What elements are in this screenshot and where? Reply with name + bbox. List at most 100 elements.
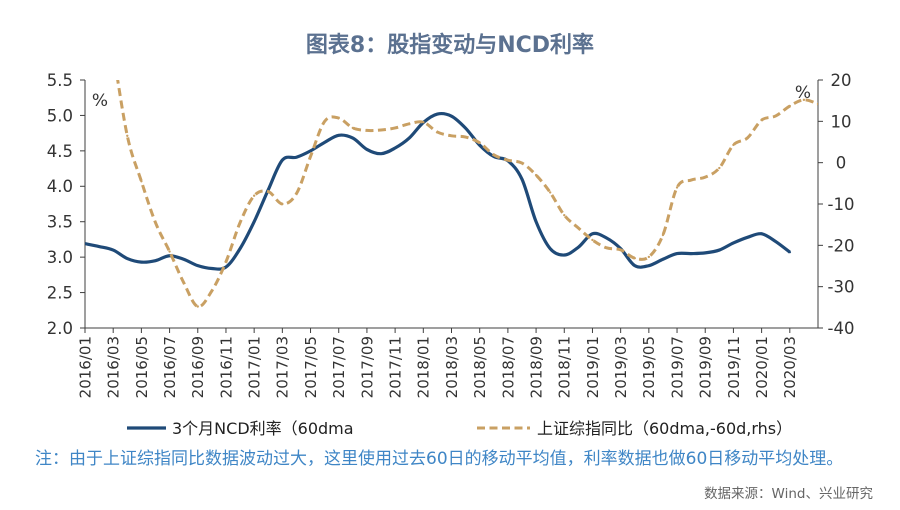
sse-index-yoy-point [168,250,171,253]
sse-index-yoy-point [393,126,397,130]
sse-index-yoy-point [661,233,665,237]
sse-index-yoy-point [196,305,199,308]
ncd-rate-point [760,232,763,235]
x-axis-tick-label: 2019/09 [697,336,715,398]
ncd-rate-point [478,143,481,147]
sse-index-yoy-point [520,161,524,165]
ncd-rate-point [252,220,256,223]
left-axis-unit: % [92,91,108,111]
sse-index-yoy-point [675,186,679,189]
sse-index-yoy-point [534,173,538,177]
sse-index-yoy-point [238,221,242,224]
sse-index-yoy-point [379,128,383,132]
ncd-rate-point [224,265,228,269]
ncd-rate-point [393,146,397,150]
sse-index-yoy-point [154,221,157,224]
x-axis-tick-label: 2018/11 [556,336,574,398]
x-axis-tick-label: 2017/01 [246,336,264,398]
right-axis: -40 -30 -20 -10 0 10 20 [817,71,855,338]
right-axis-tick-label: -20 [828,236,855,255]
ncd-rate-point [295,156,298,159]
legend-item-ncd-rate: 3个月NCD利率（60dma [127,419,354,438]
sse-index-yoy-point [774,114,777,118]
x-axis-tick-label: 2016/11 [217,336,235,398]
chart-title: 图表8：股指变动与NCD利率 [306,32,594,58]
sse-index-yoy-point [633,256,636,260]
x-axis-tick-label: 2019/01 [584,336,602,398]
ncd-rate-point [718,248,721,252]
ncd-rate-point [238,247,242,250]
ncd-rate-point [85,242,87,245]
sse-index-yoy-point [267,190,270,193]
left-axis: 2.0 2.5 3.0 3.5 4.0 4.5 5.0 5.5 [47,71,86,338]
sse-index-yoy-point [126,134,129,137]
sse-index-yoy-point [816,102,818,106]
sse-index-yoy-point [704,175,707,179]
sse-index-yoy-point [422,120,425,124]
x-axis-tick-label: 2018/01 [415,336,433,398]
ncd-rate-point [563,253,566,257]
ncd-rate-point [379,152,383,155]
ncd-rate-point [520,178,524,181]
ncd-rate-point [111,248,115,252]
sse-index-yoy-point [548,191,552,194]
ncd-rate-point [450,114,453,118]
x-axis-tick-label: 2016/03 [105,336,123,398]
x-axis-tick-label: 2016/07 [161,336,179,398]
sse-index-yoy-point [252,194,256,197]
left-axis-tick-label: 5.5 [47,71,73,90]
x-axis-tick-label: 2018/03 [443,336,461,398]
x-axis-tick-label: 2018/07 [499,336,517,398]
sse-index-yoy-point [591,238,594,242]
x-axis-tick-label: 2017/05 [302,336,320,398]
ncd-rate-point [351,136,355,140]
right-axis-tick-label: -40 [828,319,855,338]
sse-index-yoy-point [718,166,721,170]
sse-index-yoy-point [647,255,651,259]
ncd-rate-point [140,260,143,264]
ncd-rate-point [154,259,157,262]
sse-index-yoy-point [140,180,143,183]
sse-index-yoy-point [760,118,763,122]
sse-index-yoy-point [337,116,340,120]
x-axis-tick-label: 2020/03 [781,336,799,398]
left-axis-tick-label: 3.5 [47,213,73,232]
right-axis-unit: % [795,83,811,103]
legend-label-sse-index-yoy: 上证综指同比（60dma,-60d,rhs） [537,419,792,438]
right-axis-tick-label: -30 [828,278,855,297]
x-axis-tick-label: 2016/05 [133,336,151,398]
sse-index-yoy-point [281,202,284,206]
ncd-rate-point [548,247,552,250]
x-axis-tick-label: 2019/05 [640,336,658,398]
x-axis: 2016/01 2016/03 2016/05 2016/07 2016/09 2016/… [76,327,818,398]
sse-index-yoy-point [351,126,355,130]
sse-index-yoy-point [182,281,185,284]
ncd-rate-point [591,232,594,235]
sse-index-yoy-point [365,129,369,132]
sse-index-yoy-point [323,120,326,123]
chart-note: 注：由于上证综指同比数据波动过大，这里使用过去60日的移动平均值，利率数据也做6… [35,448,843,469]
x-axis-tick-label: 2019/03 [612,336,630,398]
x-axis-tick-label: 2019/07 [668,336,686,398]
left-axis-tick-label: 5.0 [47,106,73,125]
left-axis-tick-label: 3.0 [47,248,73,267]
x-axis-tick-label: 2017/07 [330,336,348,398]
ncd-rate-point [436,112,439,116]
sse-index-yoy-point [436,130,439,134]
ncd-rate-point [281,158,284,162]
x-axis-tick-label: 2018/09 [527,336,545,398]
sse-index-yoy-point [450,134,453,137]
sse-index-yoy-point [224,260,228,264]
legend-label-ncd-rate: 3个月NCD利率（60dma [172,419,354,438]
sse-index-yoy-point [464,135,467,139]
sse-index-yoy-point [309,155,312,158]
sse-index-yoy-point [506,158,510,162]
ncd-rate-point [97,245,101,248]
ncd-rate-point [126,257,129,260]
ncd-rate-point [605,236,608,240]
sse-index-yoy-point [746,136,749,140]
right-axis-tick-label: 0 [836,154,847,173]
legend: 3个月NCD利率（60dma 上证综指同比（60dma,-60d,rhs） [127,419,792,438]
ncd-rate-point [210,267,214,270]
